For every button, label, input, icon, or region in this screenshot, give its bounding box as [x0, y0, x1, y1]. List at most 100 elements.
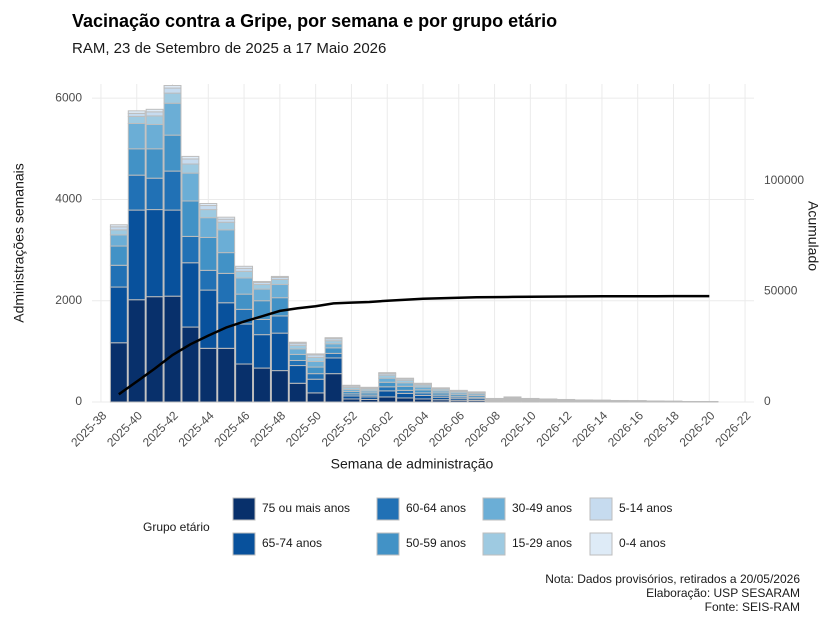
x-tick-label: 2026-08	[462, 408, 503, 449]
bar-segment	[306, 366, 325, 375]
x-tick-label: 2026-14	[569, 408, 610, 449]
bar-segment	[378, 396, 397, 403]
bar-segment	[109, 229, 128, 236]
legend-swatch	[589, 532, 613, 556]
bar-segment	[217, 216, 236, 220]
bar-segment	[414, 394, 432, 400]
bar-segment	[378, 381, 397, 388]
bar-segment	[288, 348, 307, 355]
bar-segment	[217, 347, 236, 403]
bar-segment	[145, 115, 164, 126]
bar-segment	[288, 359, 307, 367]
bar-segment	[181, 200, 200, 237]
bar-segment	[378, 390, 397, 398]
bar-segment	[163, 134, 182, 172]
bar-segment	[235, 363, 254, 403]
bar-segment	[199, 217, 218, 238]
bar-segment	[145, 111, 164, 117]
bar-segment	[253, 367, 271, 403]
bar-segment	[127, 209, 146, 301]
bar-segment	[199, 205, 218, 211]
bar-segment	[163, 102, 182, 136]
bar-segment	[270, 332, 289, 372]
bar-segment	[270, 278, 289, 286]
x-tick-label: 2026-02	[355, 408, 396, 449]
bar-segment	[324, 347, 343, 354]
legend-label: 0-4 anos	[619, 536, 666, 550]
bar-segment	[306, 392, 325, 403]
bar-segment	[181, 326, 200, 403]
bar-segment	[270, 284, 289, 299]
bar-segment	[145, 177, 164, 211]
legend-swatch	[376, 532, 400, 556]
x-tick-label: 2025-46	[211, 408, 252, 449]
y-tick-label: 2000	[55, 293, 82, 307]
bar-segment	[127, 122, 146, 150]
legend-swatch	[376, 497, 400, 521]
bar-segment	[396, 385, 415, 391]
bar-segment	[199, 209, 218, 219]
bar-segment	[306, 378, 325, 394]
note: Nota: Dados provisórios, retirados a 20/…	[545, 572, 800, 586]
bar-segment	[127, 110, 146, 114]
bar-segment	[288, 353, 307, 361]
bar-segment	[109, 224, 128, 228]
bar-segment	[181, 155, 200, 160]
bar-segment	[145, 148, 164, 179]
bar-segment	[270, 315, 289, 334]
bar-segment	[199, 236, 218, 271]
x-tick-label: 2026-12	[533, 408, 574, 449]
bar-segment	[288, 382, 307, 403]
bar-segment	[253, 280, 271, 283]
bar-segment	[306, 356, 325, 362]
bar-segment	[414, 382, 432, 385]
bar-segment	[145, 296, 164, 403]
bar-segment	[217, 252, 236, 274]
bar-segment	[253, 318, 271, 336]
x-tick-label: 2026-04	[390, 408, 431, 449]
bar-segment	[199, 203, 218, 207]
bar-segment	[163, 209, 182, 297]
note: Fonte: SEIS-RAM	[705, 600, 800, 614]
legend-label: 65-74 anos	[262, 536, 322, 550]
bar-segment	[270, 275, 289, 278]
x-tick-label: 2026-10	[498, 408, 539, 449]
x-tick-label: 2026-16	[605, 408, 646, 449]
bar-segment	[163, 295, 182, 403]
bar-segment	[235, 277, 254, 295]
bar-segment	[199, 347, 218, 403]
bar-segment	[181, 163, 200, 174]
x-tick-label: 2025-52	[319, 408, 360, 449]
y2-tick-label: 0	[764, 394, 771, 408]
chart-subtitle: RAM, 23 de Setembro de 2025 a 17 Maio 20…	[72, 40, 386, 57]
bar-segment	[181, 158, 200, 165]
bar-segment	[360, 386, 379, 389]
x-tick-label: 2026-22	[712, 408, 753, 449]
bar-segment	[199, 269, 218, 291]
chart-title: Vacinação contra a Gripe, por semana e p…	[72, 11, 557, 31]
bar-segment	[181, 235, 200, 264]
bar-segment	[306, 360, 325, 368]
bar-segment	[163, 87, 182, 94]
x-tick-label: 2025-48	[247, 408, 288, 449]
bar-segment	[109, 234, 128, 247]
bar-segment	[324, 343, 343, 349]
bar-segment	[378, 386, 397, 392]
bar-segment	[235, 293, 254, 310]
bar-segment	[378, 372, 397, 375]
bar-segment	[253, 284, 271, 290]
bar-segment	[253, 334, 271, 369]
bar-segment	[163, 170, 182, 211]
legend-swatch	[232, 532, 256, 556]
bar-segment	[145, 209, 164, 298]
legend-label: 60-64 anos	[406, 501, 466, 515]
y-axis-title: Administrações semanais	[11, 163, 27, 323]
bar-segment	[306, 353, 325, 356]
legend-title: Grupo etário	[143, 520, 210, 534]
bar-segment	[127, 148, 146, 176]
bar-segment	[235, 270, 254, 279]
bar-segment	[235, 265, 254, 269]
legend-swatch	[232, 497, 256, 521]
x-tick-label: 2025-40	[104, 408, 145, 449]
bar-segment	[396, 382, 415, 387]
